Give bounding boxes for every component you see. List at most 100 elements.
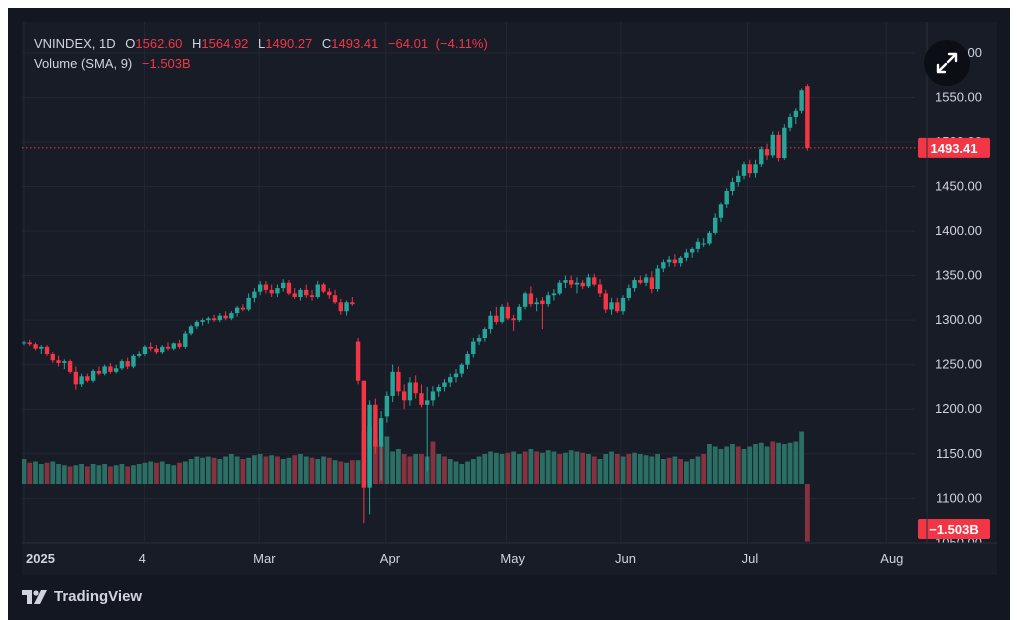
candle: [436, 384, 441, 397]
last-price-dot: [738, 147, 740, 149]
last-price-dot: [802, 147, 804, 149]
last-price-dot: [454, 147, 456, 149]
candle-body: [96, 370, 102, 374]
candle: [234, 305, 240, 317]
candlestick-chart[interactable]: 1600.001550.001500.001450.001400.001350.…: [22, 22, 997, 575]
interval-label[interactable]: 1D: [99, 36, 116, 51]
volume-bar: [142, 462, 148, 484]
volume-tag: −1.503B: [929, 522, 979, 537]
last-price-dot: [150, 147, 152, 149]
volume-bar: [315, 459, 321, 484]
candle: [465, 351, 470, 370]
volume-bar: [125, 466, 131, 484]
volume-bar: [73, 465, 79, 484]
last-price-dot: [566, 147, 568, 149]
last-price-dot: [438, 147, 440, 149]
candle: [586, 273, 591, 289]
volume-bar: [303, 456, 309, 484]
candle: [217, 313, 223, 322]
price-tick-label: 1350.00: [935, 268, 982, 283]
last-price-dot: [198, 147, 200, 149]
last-price-dot: [786, 147, 788, 149]
candle: [718, 202, 724, 223]
candle: [142, 345, 148, 356]
last-price-dot: [798, 147, 800, 149]
candle: [384, 391, 390, 423]
candle-body: [229, 313, 234, 319]
last-price-dot: [254, 147, 256, 149]
last-price-dot: [442, 147, 444, 149]
candle: [281, 279, 286, 292]
candle-body: [551, 293, 557, 296]
volume-bar: [695, 456, 701, 484]
volume-bar: [568, 450, 574, 484]
last-price-dot: [466, 147, 468, 149]
candle: [211, 314, 217, 322]
last-price-dot: [186, 147, 188, 149]
last-price-dot: [790, 147, 792, 149]
last-price-dot: [58, 147, 60, 149]
last-price-dot: [134, 147, 136, 149]
volume-bar: [154, 462, 159, 484]
last-price-dot: [650, 147, 652, 149]
volume-bar: [96, 465, 102, 484]
last-price-dot: [54, 147, 56, 149]
volume-bar: [27, 462, 33, 484]
chart-panel[interactable]: 1600.001550.001500.001450.001400.001350.…: [22, 22, 997, 575]
last-price-dot: [622, 147, 624, 149]
candle-body: [367, 404, 372, 488]
fullscreen-button[interactable]: [924, 40, 970, 86]
candle: [534, 297, 539, 312]
volume-bar: [407, 456, 413, 484]
candle-body: [148, 346, 153, 349]
last-price-dot: [854, 147, 856, 149]
last-price-dot: [654, 147, 656, 149]
symbol-name[interactable]: VNINDEX: [34, 36, 92, 51]
candle: [206, 316, 211, 324]
candle: [85, 373, 90, 383]
candle-body: [281, 282, 286, 289]
low-value: 1490.27: [265, 36, 313, 51]
last-price-dot: [694, 147, 696, 149]
candle-body: [736, 175, 741, 183]
volume-bar: [557, 454, 563, 484]
candle: [643, 273, 649, 287]
candle-body: [211, 318, 217, 321]
volume-indicator-label[interactable]: Volume (SMA, 9): [34, 56, 133, 71]
candle-body: [517, 306, 522, 321]
last-price-dot: [638, 147, 640, 149]
last-price-dot: [894, 147, 896, 149]
candle-body: [436, 386, 441, 392]
last-price-dot: [450, 147, 452, 149]
last-price-dot: [890, 147, 892, 149]
candle: [361, 380, 367, 524]
candle: [304, 284, 309, 298]
volume-bar: [724, 446, 730, 484]
last-price-dot: [722, 147, 724, 149]
candle: [753, 159, 758, 178]
volume-bar: [332, 460, 338, 484]
price-tick-label: 1550.00: [935, 89, 982, 104]
volume-bar: [476, 456, 482, 484]
candle-body: [805, 86, 810, 148]
last-price-dot: [658, 147, 660, 149]
last-price-dot: [666, 147, 668, 149]
volume-bar: [321, 456, 326, 484]
volume-bar: [522, 451, 528, 484]
candle: [557, 280, 562, 296]
candle: [22, 340, 27, 346]
candle-body: [350, 302, 355, 305]
candle-body: [545, 295, 551, 305]
last-price-dot: [850, 147, 852, 149]
tradingview-brand[interactable]: TradingView: [22, 588, 142, 605]
last-price-dot: [294, 147, 296, 149]
candle: [580, 280, 585, 289]
volume-bar: [79, 464, 84, 484]
volume-bar: [591, 456, 597, 484]
candle-body: [747, 164, 752, 174]
candle-body: [643, 277, 649, 283]
last-price-dot: [754, 147, 756, 149]
last-price-dot: [506, 147, 508, 149]
last-price-dot: [514, 147, 516, 149]
candle-body: [534, 302, 539, 305]
